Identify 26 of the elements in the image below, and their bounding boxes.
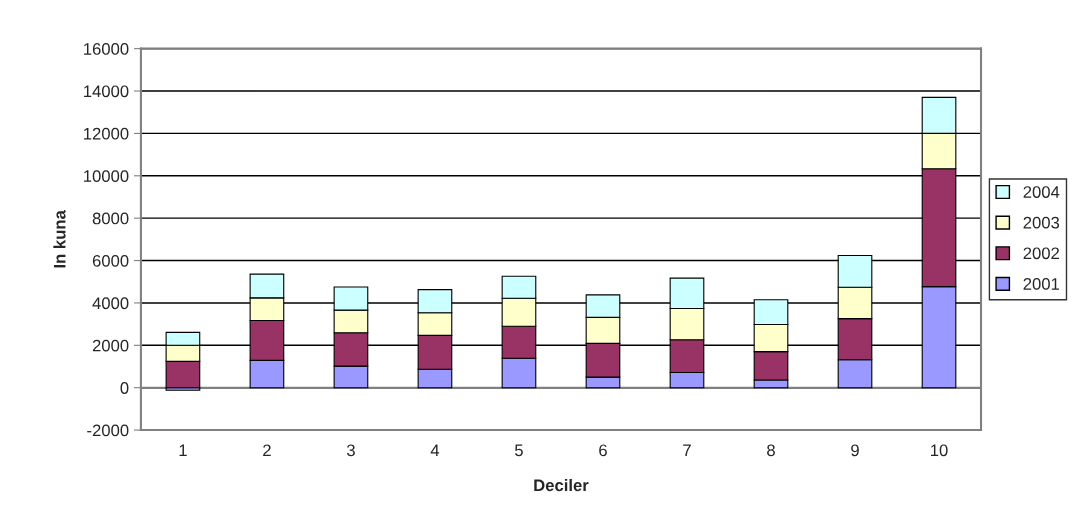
x-tick-label: 1 [179, 444, 187, 457]
x-tick-label: 7 [683, 444, 691, 457]
x-tick-label: 4 [430, 444, 440, 457]
y-tick-label: 10000 [84, 170, 129, 182]
y-tick-label: 12000 [84, 127, 129, 140]
y-axis-title: In kuna [53, 210, 66, 268]
x-tick-label: 5 [515, 444, 523, 457]
x-tick-label: 2 [263, 444, 271, 457]
legend-label: 2004 [1023, 186, 1060, 198]
y-tick-label: 2000 [92, 339, 129, 352]
y-tick-label: 0 [120, 382, 129, 394]
x-tick-label: 6 [599, 444, 607, 457]
x-tick-label: 10 [931, 444, 948, 457]
x-axis-title: Deciler [534, 478, 589, 492]
y-tick-label: 14000 [84, 85, 129, 98]
legend-label: 2001 [1023, 278, 1060, 290]
legend-label: 2003 [1023, 216, 1060, 229]
y-tick-label: 6000 [92, 254, 129, 267]
y-tick-label: -2000 [87, 424, 129, 437]
y-tick-label: 16000 [84, 43, 129, 55]
x-tick-label: 3 [346, 444, 355, 457]
legend-label: 2002 [1023, 247, 1059, 260]
y-tick-label: 8000 [92, 212, 129, 225]
x-tick-label: 9 [851, 444, 859, 457]
y-tick-label: 4000 [92, 297, 129, 310]
x-tick-label: 8 [767, 444, 775, 457]
